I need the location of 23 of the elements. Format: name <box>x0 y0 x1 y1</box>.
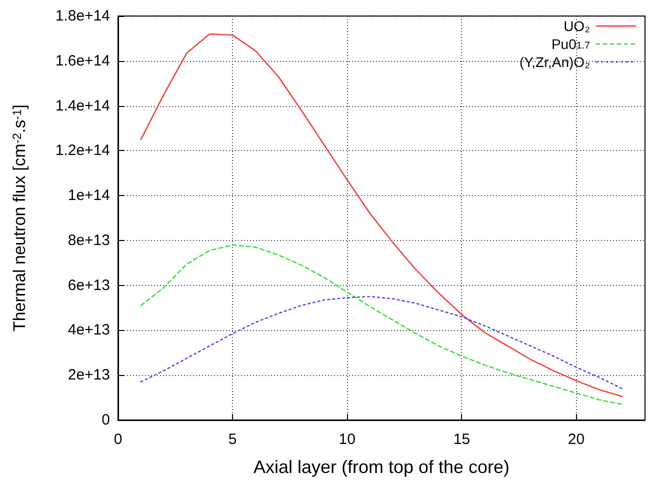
x-tick-label: 20 <box>568 431 585 448</box>
y-tick-label: 0 <box>102 412 110 428</box>
y-tick-label: 2e+13 <box>68 366 110 384</box>
line-series <box>140 244 623 405</box>
y-tick-label: 1.4e+14 <box>55 97 110 114</box>
line-series <box>140 296 623 390</box>
x-axis-title: Axial layer (from top of the core) <box>253 457 510 477</box>
y-tick-label: 4e+13 <box>68 322 110 339</box>
legend-label: Pu01.7 <box>551 36 590 52</box>
y-tick-label: 1.2e+14 <box>55 142 110 160</box>
line-series <box>140 33 623 398</box>
y-tick-label: 1e+14 <box>68 187 110 204</box>
y-tick-label: 1.8e+14 <box>55 8 110 24</box>
y-axis-title: Thermal neutron flux [cm-2.s-1] <box>10 104 29 332</box>
legend-label: UO₂ <box>564 18 590 34</box>
y-tick-label: 1.6e+14 <box>55 52 110 70</box>
legend-label: (Y,Zr,An)O₂ <box>519 54 590 70</box>
x-tick-label: 0 <box>114 431 122 448</box>
x-tick-label: 5 <box>228 431 237 448</box>
y-tick-label: 8e+13 <box>68 232 110 249</box>
x-tick-label: 10 <box>338 431 356 448</box>
y-tick-label: 6e+13 <box>68 276 110 294</box>
x-tick-label: 15 <box>453 431 470 448</box>
